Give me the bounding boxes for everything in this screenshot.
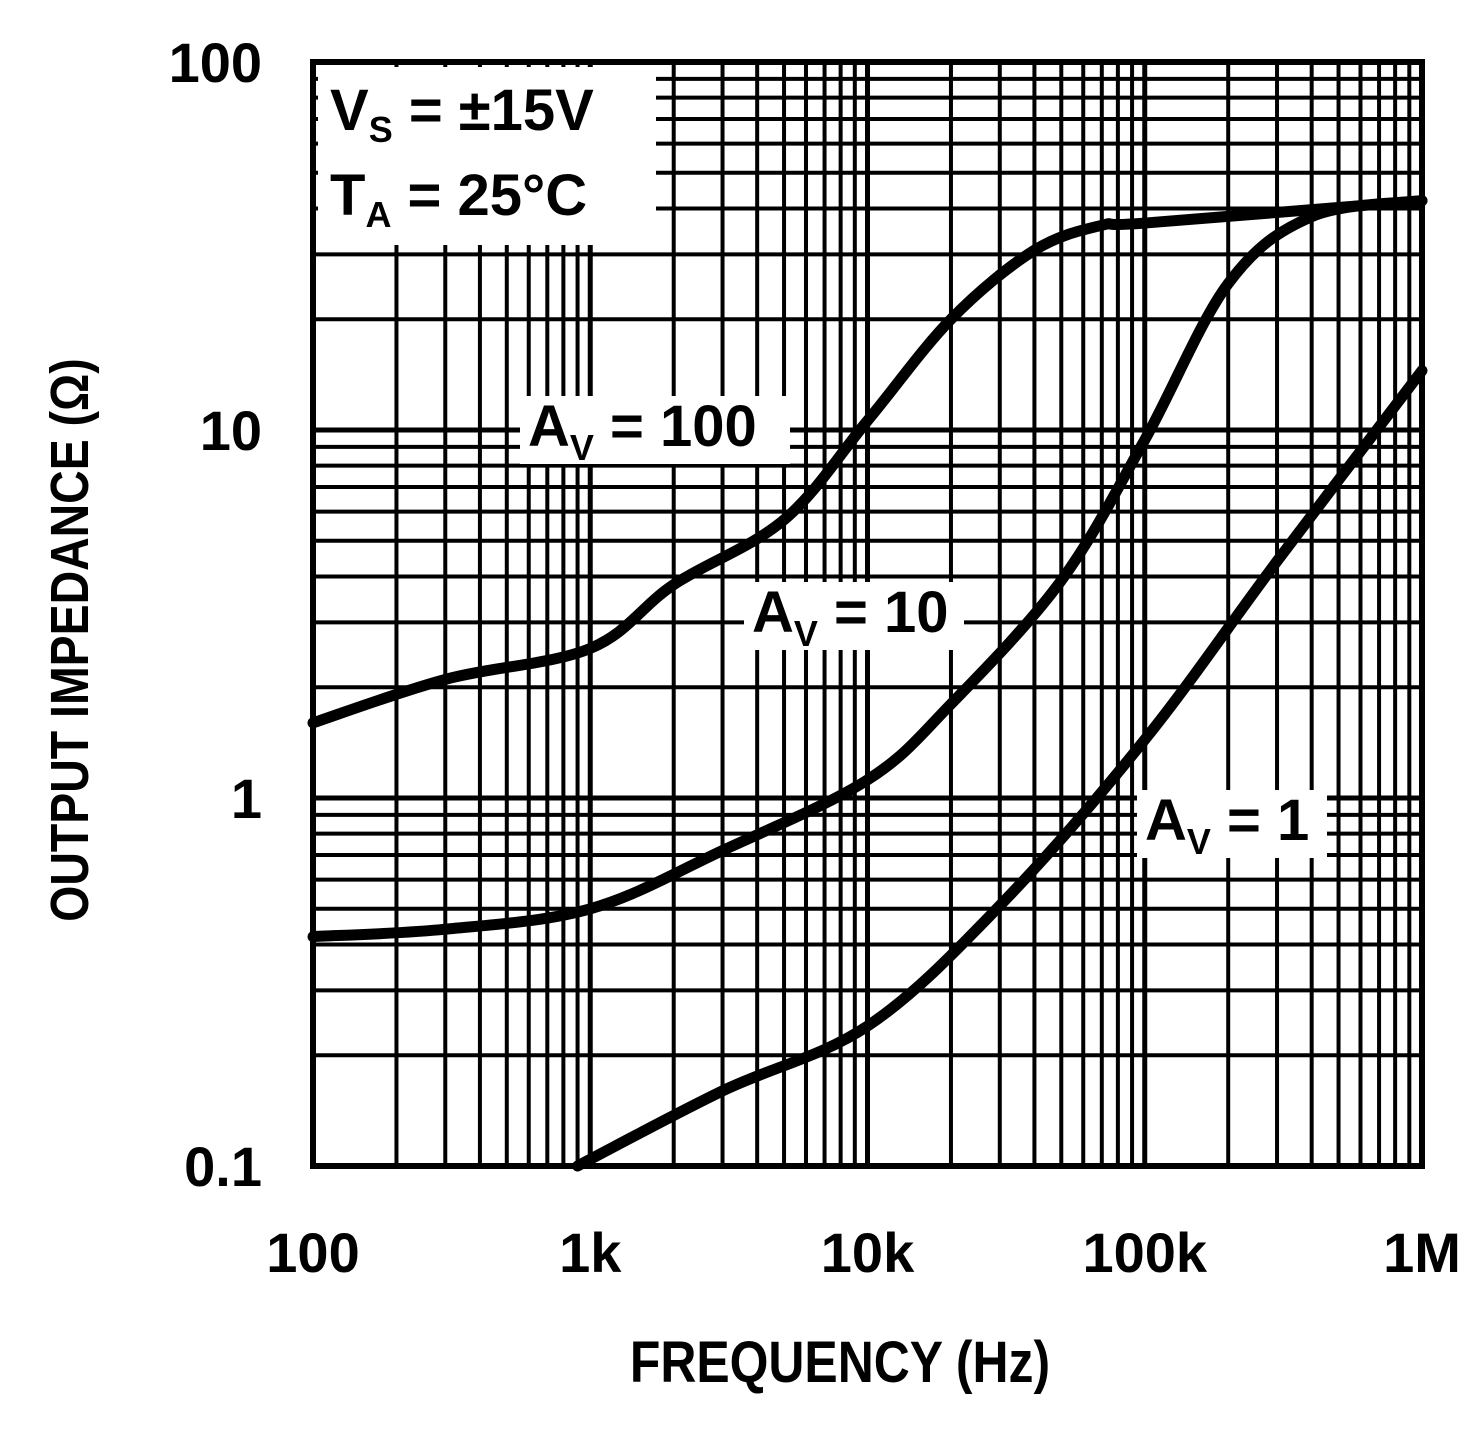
- y-tick-label: 100: [169, 31, 262, 94]
- series-label-av1-text: AV = 1: [1145, 788, 1309, 862]
- y-tick-label: 10: [200, 399, 262, 462]
- series-label-av100-background: [520, 396, 790, 464]
- condition-line-1: VS = ±15V: [330, 78, 594, 150]
- series-label-av10: AV = 10: [744, 580, 964, 654]
- x-tick-label: 1k: [559, 1221, 622, 1284]
- series-label-av1: AV = 1: [1137, 788, 1327, 862]
- labels: 100 1k 10k 100k 1M 0.1 1 10 100 AV = 100 AV = 10 AV…: [169, 31, 1461, 1284]
- x-tick-label: 100: [266, 1221, 359, 1284]
- curves: [307, 195, 1428, 1172]
- y-tick-label: 1: [231, 767, 262, 830]
- x-tick-label: 100k: [1082, 1221, 1207, 1284]
- series-label-av100: AV = 100: [520, 394, 790, 468]
- series-line-1: [307, 195, 1428, 943]
- series-label-av10-background: [744, 582, 964, 650]
- y-axis-label: OUTPUT IMPEDANCE (Ω): [39, 358, 100, 922]
- x-tick-label: 1M: [1383, 1221, 1461, 1284]
- series-label-av10-text: AV = 10: [752, 580, 949, 654]
- x-tick-label: 10k: [821, 1221, 915, 1284]
- series-label-av1-background: [1137, 790, 1327, 858]
- series-line-0: [307, 195, 1428, 729]
- conditions-box: VS = ±15V TA = 25°C: [318, 67, 656, 245]
- plot-frame: [310, 59, 1425, 1169]
- y-tick-label: 0.1: [184, 1135, 262, 1198]
- conditions-background: [318, 67, 656, 245]
- condition-line-2: TA = 25°C: [330, 163, 587, 235]
- series-label-av100-text: AV = 100: [528, 394, 757, 468]
- series-line-2: [572, 365, 1428, 1172]
- x-axis-label: FREQUENCY (Hz): [630, 1331, 1050, 1395]
